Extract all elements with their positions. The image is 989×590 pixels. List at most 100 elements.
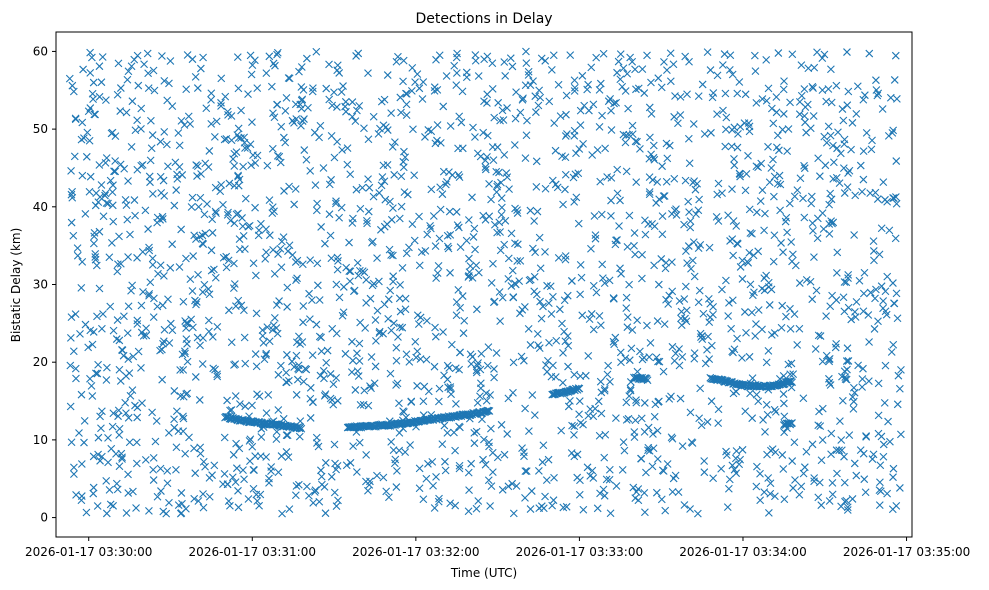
data-point — [308, 351, 317, 360]
data-point — [856, 161, 865, 170]
data-point — [240, 306, 248, 315]
data-point — [465, 486, 473, 494]
data-point — [129, 487, 137, 496]
data-point — [756, 197, 765, 205]
data-point — [850, 388, 859, 397]
data-point — [415, 212, 423, 221]
data-point — [741, 186, 750, 195]
data-point — [149, 476, 158, 484]
data-point — [648, 176, 657, 184]
data-point — [316, 371, 325, 380]
data-point — [77, 492, 86, 500]
data-point — [507, 282, 516, 290]
data-point — [778, 451, 787, 459]
data-point — [234, 172, 242, 181]
data-point — [203, 200, 211, 208]
data-point — [559, 200, 567, 209]
data-point — [428, 458, 437, 466]
data-point — [412, 353, 421, 362]
data-point — [401, 448, 410, 457]
data-point — [442, 72, 451, 80]
data-point — [732, 447, 741, 455]
data-point — [724, 312, 733, 320]
data-point — [422, 474, 431, 483]
data-point — [835, 446, 844, 455]
data-point — [875, 486, 884, 494]
data-point — [199, 334, 207, 342]
data-point — [600, 453, 609, 462]
data-point — [647, 78, 655, 87]
data-point — [816, 332, 825, 340]
data-point — [77, 460, 86, 468]
data-point — [874, 317, 882, 326]
data-point — [259, 338, 268, 347]
data-point — [481, 215, 490, 224]
data-point — [810, 474, 819, 482]
data-point — [171, 158, 180, 167]
data-point — [205, 147, 214, 155]
data-point — [875, 250, 884, 259]
data-point — [576, 121, 585, 130]
data-point — [158, 345, 166, 354]
data-point — [109, 501, 118, 510]
data-point — [326, 370, 335, 378]
data-point — [804, 64, 813, 73]
data-point — [332, 502, 341, 510]
data-point — [439, 102, 448, 111]
data-point — [509, 388, 517, 397]
data-point — [160, 76, 169, 85]
data-point — [808, 295, 817, 304]
data-point — [385, 245, 394, 254]
data-point — [126, 391, 135, 400]
data-point — [249, 151, 257, 160]
data-point — [221, 92, 230, 101]
data-point — [874, 411, 883, 420]
data-point — [160, 127, 169, 136]
data-point — [396, 93, 405, 102]
data-point — [752, 208, 761, 217]
data-point — [224, 256, 233, 265]
data-point — [675, 297, 684, 305]
data-point — [705, 243, 714, 252]
data-point — [598, 111, 606, 120]
data-point — [121, 398, 130, 407]
data-point — [455, 461, 464, 470]
data-point — [181, 449, 190, 458]
data-point — [410, 171, 419, 180]
data-point — [283, 303, 292, 311]
data-point — [664, 300, 673, 308]
data-point — [267, 463, 276, 471]
data-point — [192, 235, 200, 243]
data-point — [112, 449, 120, 458]
data-point — [363, 219, 371, 228]
data-point — [796, 174, 805, 183]
data-point — [261, 254, 270, 263]
data-point — [852, 471, 861, 480]
data-point — [840, 478, 849, 487]
data-point — [746, 229, 755, 237]
data-point — [172, 407, 181, 416]
data-point — [613, 189, 622, 198]
data-point — [224, 497, 233, 506]
data-point — [554, 80, 563, 89]
data-point — [719, 106, 727, 115]
data-point — [607, 196, 615, 205]
data-point — [197, 170, 205, 178]
data-point — [189, 323, 197, 332]
data-point — [193, 84, 202, 92]
data-point — [693, 509, 702, 518]
data-point — [490, 373, 498, 382]
data-point — [787, 359, 796, 368]
data-point — [552, 336, 561, 345]
data-point — [382, 487, 391, 496]
data-point — [179, 412, 187, 421]
data-point — [313, 259, 322, 268]
data-point — [314, 442, 323, 451]
data-point — [401, 294, 410, 303]
data-point — [641, 230, 650, 239]
data-point — [317, 347, 326, 356]
data-point — [124, 470, 132, 479]
data-point — [137, 301, 146, 310]
data-point — [618, 466, 627, 474]
data-point — [395, 446, 404, 455]
